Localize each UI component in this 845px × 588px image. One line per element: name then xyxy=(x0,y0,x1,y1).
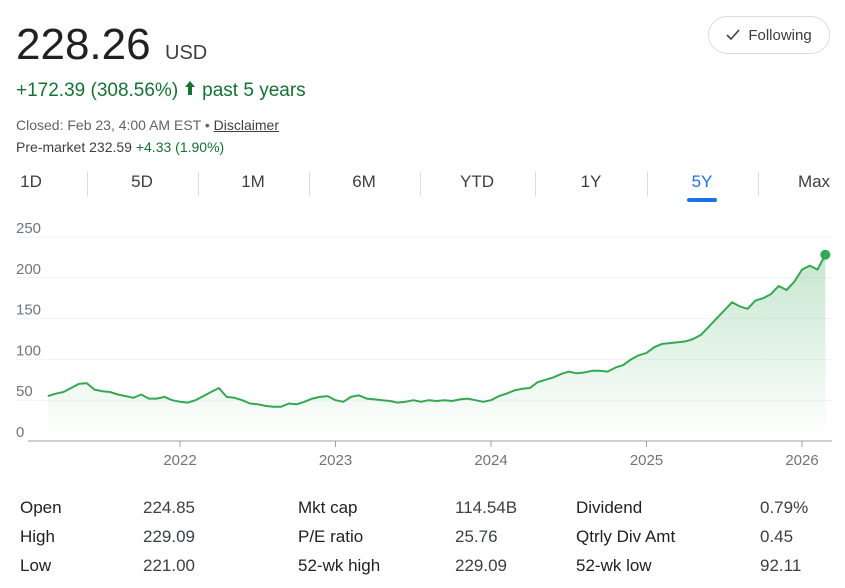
price-change: +172.39 (308.56%) past 5 years xyxy=(16,80,306,102)
y-tick-label: 100 xyxy=(16,342,41,359)
change-value: +172.39 (308.56%) xyxy=(16,80,179,101)
tab-divider xyxy=(309,172,310,196)
stat-dividend-value: 0.79% xyxy=(760,498,809,517)
x-tick-label: 2025 xyxy=(630,452,663,469)
price-line xyxy=(47,254,827,408)
following-label: Following xyxy=(748,26,812,44)
tab-max[interactable]: Max xyxy=(797,172,831,191)
price-area xyxy=(47,254,826,441)
y-tick-label: 0 xyxy=(16,424,24,441)
arrow-up-icon xyxy=(184,80,196,102)
stat-52low-value: 92.11 xyxy=(760,556,802,575)
following-button[interactable]: Following xyxy=(708,16,830,54)
tab-ytd[interactable]: YTD xyxy=(460,172,494,191)
tab-divider xyxy=(535,172,536,196)
stat-52high-label: 52-wk high xyxy=(298,556,381,575)
x-tick-label: 2023 xyxy=(319,452,352,469)
tab-divider xyxy=(420,172,421,196)
stat-high-value: 229.09 xyxy=(143,527,195,546)
tab-6m[interactable]: 6M xyxy=(352,172,376,191)
x-tick-label: 2024 xyxy=(474,452,507,469)
stat-52high-value: 229.09 xyxy=(455,556,507,575)
currency-label: USD xyxy=(165,42,208,64)
stat-52low-label: 52-wk low xyxy=(576,556,652,575)
stat-dividend-label: Dividend xyxy=(576,498,643,517)
stat-open-value: 224.85 xyxy=(143,498,195,517)
stat-pe-label: P/E ratio xyxy=(298,527,364,546)
y-tick-label: 200 xyxy=(16,261,41,278)
tab-5d[interactable]: 5D xyxy=(131,172,153,191)
stat-high-label: High xyxy=(20,527,55,546)
stat-pe-value: 25.76 xyxy=(455,527,498,546)
closed-text: Closed: Feb 23, 4:00 AM EST • xyxy=(16,117,214,133)
tab-divider xyxy=(758,172,759,196)
stat-open-label: Open xyxy=(20,498,62,517)
disclaimer-link[interactable]: Disclaimer xyxy=(213,117,279,133)
closed-status: Closed: Feb 23, 4:00 AM EST • Disclaimer xyxy=(16,117,279,133)
stat-low-value: 221.00 xyxy=(143,556,195,575)
premarket-change: +4.33 (1.90%) xyxy=(135,139,225,155)
price-chart[interactable]: 0 50 100 150 200 250 2022 2023 2024 2025 2026 xyxy=(0,222,845,472)
premarket-status: Pre-market 232.59 +4.33 (1.90%) xyxy=(16,139,224,155)
tab-1d[interactable]: 1D xyxy=(20,172,42,191)
stat-divamt-label: Qtrly Div Amt xyxy=(576,527,676,546)
stat-divamt-value: 0.45 xyxy=(760,527,794,546)
premarket-price: Pre-market 232.59 xyxy=(16,139,136,155)
tab-divider xyxy=(198,172,199,196)
stat-mktcap-value: 114.54B xyxy=(455,498,518,517)
y-tick-label: 150 xyxy=(16,302,41,319)
checkmark-icon xyxy=(726,29,740,41)
stat-low-label: Low xyxy=(20,556,52,575)
x-tick-label: 2022 xyxy=(163,452,196,469)
tab-5y[interactable]: 5Y xyxy=(691,172,713,191)
tab-divider xyxy=(87,172,88,196)
stat-mktcap-label: Mkt cap xyxy=(298,498,358,517)
active-tab-indicator xyxy=(687,198,717,202)
x-tick-label: 2026 xyxy=(785,452,818,469)
tab-1y[interactable]: 1Y xyxy=(580,172,602,191)
change-period: past 5 years xyxy=(202,80,306,101)
y-tick-label: 250 xyxy=(16,222,41,237)
tab-1m[interactable]: 1M xyxy=(241,172,265,191)
range-tabs: 1D 5D 1M 6M YTD 1Y 5Y Max xyxy=(0,166,845,204)
last-price-point xyxy=(820,249,831,260)
tab-divider xyxy=(647,172,648,196)
stock-price: 228.26 xyxy=(16,20,151,69)
y-tick-label: 50 xyxy=(16,383,33,400)
